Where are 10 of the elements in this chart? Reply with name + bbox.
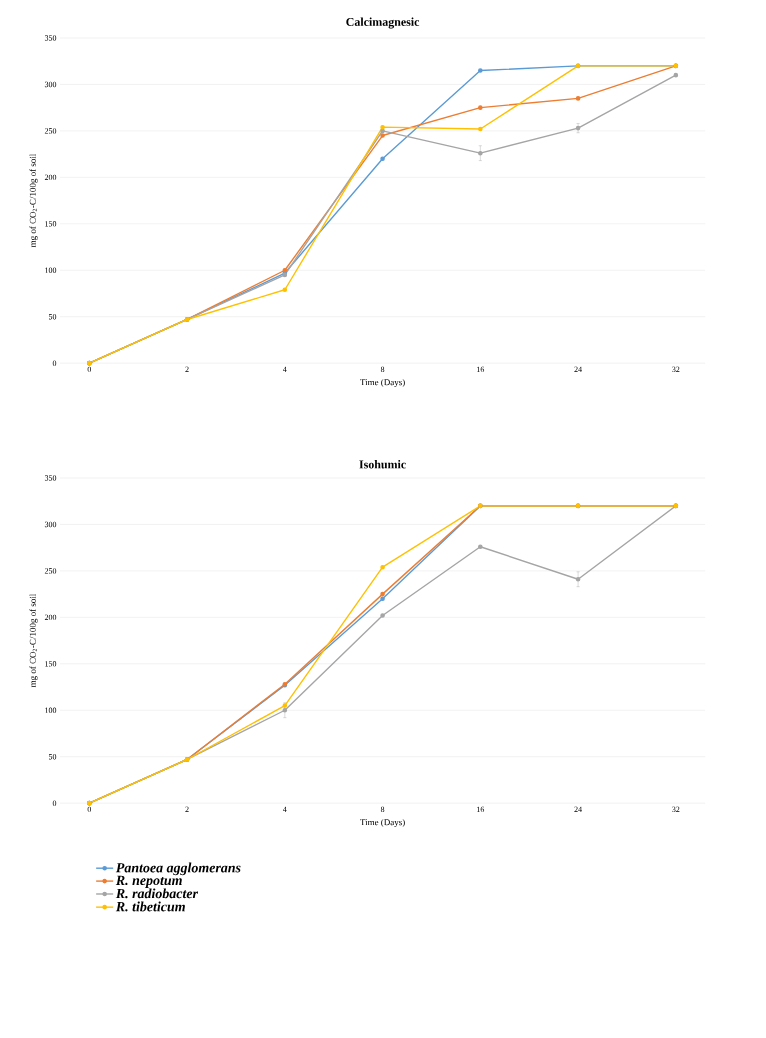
y-axis-title: mg of CO$_{2}$-C/100g of soil — [29, 593, 38, 688]
legend-label: R. nepotum — [115, 875, 182, 888]
legend-label: R. radiobacter — [115, 888, 199, 899]
y-axis-title: mg of CO$_{2}$-C/100g of soil — [29, 153, 38, 248]
x-axis-title: Time (Days) — [360, 818, 405, 828]
x-axis-title: Time (Days) — [360, 378, 405, 388]
chart-title: Calcimagnesic — [346, 17, 420, 29]
chart-title: Isohumic — [359, 460, 406, 469]
legend-label: R. tibeticum — [115, 901, 185, 912]
legend-label: Pantoea agglomerans — [115, 862, 241, 876]
